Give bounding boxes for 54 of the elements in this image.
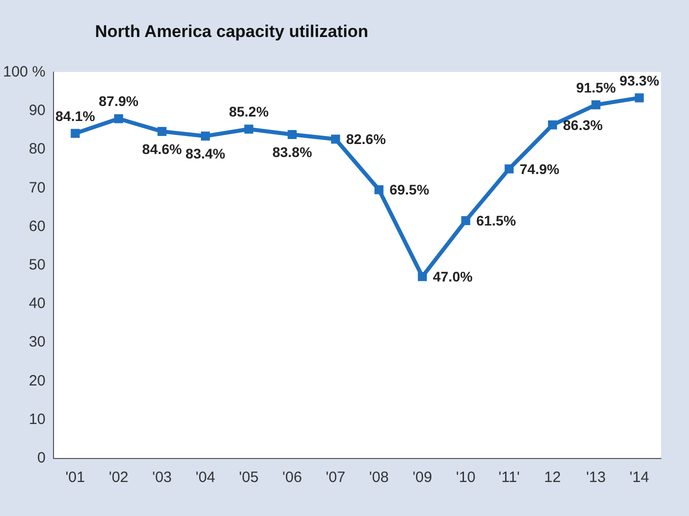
x-tick-label: '11': [498, 469, 520, 486]
point: [114, 114, 124, 124]
x-tick-label: '06: [282, 469, 302, 486]
y-tick-label: 90: [28, 102, 46, 120]
point: [158, 126, 167, 136]
point: [331, 134, 340, 144]
point: [374, 185, 384, 194]
x-tick-label: '09: [412, 469, 432, 486]
x-tick-label: '04: [196, 469, 216, 486]
x-tick-label: '02: [108, 469, 128, 486]
x-tick-label: '01: [65, 469, 86, 486]
data-label: 85.2%: [228, 104, 270, 120]
x-tick-label: '13: [586, 469, 606, 486]
y-tick-label: 70: [28, 179, 46, 196]
point: [200, 132, 210, 141]
y-tick-label: 50: [28, 256, 46, 274]
point: [634, 93, 644, 102]
point: [461, 216, 470, 226]
data-label: 91.5%: [576, 79, 616, 96]
data-label: 84.6%: [142, 140, 182, 157]
data-label: 47.0%: [432, 268, 474, 285]
x-tick-label: '14: [630, 469, 650, 486]
x-tick-label: '08: [369, 469, 389, 486]
data-label: 87.9%: [98, 93, 140, 110]
data-label: 82.6%: [346, 131, 386, 148]
data-label: 84.1%: [55, 108, 96, 124]
y-tick-label: 40: [28, 295, 46, 312]
y-tick-label: 10: [28, 410, 46, 428]
point: [288, 130, 297, 140]
y-tick-label: 0: [37, 450, 46, 466]
data-label: 74.9%: [520, 160, 560, 177]
chart-title: North America capacity utilization: [95, 22, 368, 41]
data-label: 83.8%: [272, 144, 313, 160]
y-tick-label: 30: [28, 334, 46, 351]
point: [548, 120, 558, 130]
data-label: 69.5%: [389, 182, 430, 198]
data-label: 83.4%: [186, 146, 226, 162]
point: [70, 128, 80, 138]
y-tick-label: 60: [28, 218, 46, 235]
y-tick-label: 20: [28, 372, 46, 390]
y-tick-label: 100 %: [2, 64, 46, 80]
point: [244, 124, 254, 134]
x-tick-label: '07: [326, 469, 346, 486]
y-tick-label: 80: [28, 140, 46, 158]
data-label: 93.3%: [619, 72, 660, 88]
x-tick-label: 12: [544, 469, 561, 486]
x-tick-label: '03: [152, 469, 172, 486]
point: [418, 272, 427, 282]
point: [591, 100, 600, 110]
data-label: 61.5%: [476, 212, 516, 229]
data-label: 86.3%: [563, 116, 604, 133]
x-tick-label: '10: [456, 469, 476, 486]
x-tick-label: '05: [239, 469, 259, 486]
point: [504, 164, 514, 174]
